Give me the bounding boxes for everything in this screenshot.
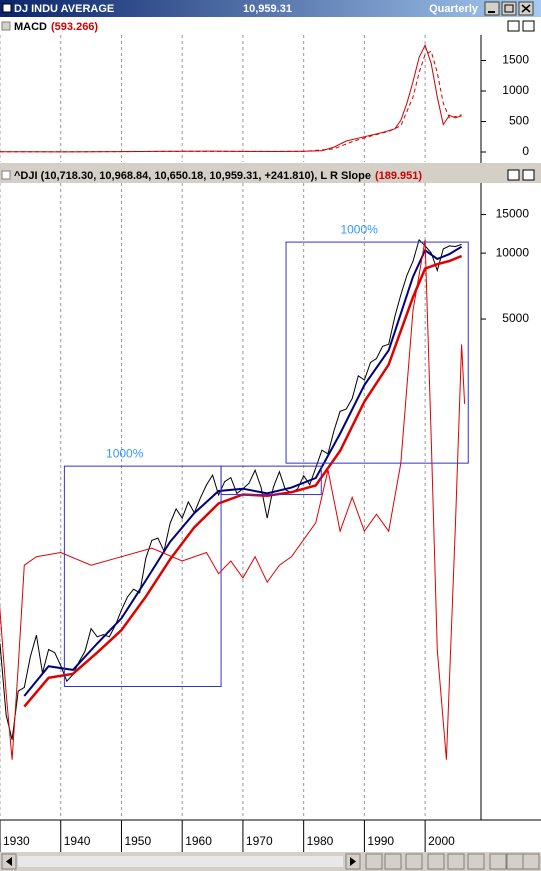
x-tick-label: 1990 (367, 834, 394, 848)
arrow-icon (350, 857, 356, 866)
maximize-icon (504, 4, 514, 13)
title-bar (0, 0, 541, 17)
x-tick-label: 1960 (185, 834, 212, 848)
nav-button[interactable] (447, 853, 465, 870)
panel-max-button[interactable] (507, 20, 520, 32)
minimize-button[interactable] (484, 1, 500, 16)
zoom-button[interactable] (405, 853, 423, 870)
panel-close-button[interactable] (522, 169, 535, 181)
x-tick-label: 1980 (307, 834, 334, 848)
series-line (23, 254, 463, 708)
toolbar (365, 853, 540, 870)
series-line (23, 245, 463, 697)
nav-button[interactable] (489, 853, 507, 870)
window-icon (2, 3, 12, 13)
x-tick-label: 1950 (124, 834, 151, 848)
x-tick-label: 2000 (428, 834, 455, 848)
macd-header (0, 18, 541, 35)
annotation-box (220, 465, 322, 496)
annotation-label: 1000% (106, 446, 144, 460)
y-tick-label: 10000 (496, 245, 530, 259)
macd-value: (593.266) (51, 21, 98, 33)
nav-button[interactable] (522, 853, 540, 870)
panel-icon (1, 21, 11, 31)
series-line (0, 50, 462, 153)
x-tick-label: 1930 (3, 834, 30, 848)
y-tick-label: 15000 (496, 207, 530, 221)
panel-separator[interactable] (0, 163, 541, 168)
panel-max-button[interactable] (507, 169, 520, 181)
arrow-icon (6, 857, 12, 866)
plot-area: 1000% 1000% (0, 183, 469, 820)
y-tick-label: 5000 (502, 311, 529, 325)
nav-button[interactable] (427, 853, 445, 870)
y-tick-label: 0 (522, 144, 529, 158)
panel-icon (1, 170, 11, 180)
y-tick-label: 500 (509, 114, 529, 128)
zoom-button[interactable] (384, 853, 402, 870)
period: Quarterly (429, 3, 479, 15)
lr-slope-value: (189.951) (375, 170, 422, 182)
nav-button[interactable] (506, 853, 524, 870)
series-line (0, 239, 466, 760)
scroll-track[interactable] (18, 856, 343, 867)
maximize-button[interactable] (501, 1, 517, 16)
last-price: 10,959.31 (243, 3, 292, 15)
close-icon (521, 4, 531, 13)
x-tick-label: 1940 (64, 834, 91, 848)
zoom-button[interactable] (365, 853, 383, 870)
plot-area (0, 35, 462, 162)
panel-close-button[interactable] (522, 20, 535, 32)
window-buttons[interactable] (484, 1, 534, 16)
nav-button[interactable] (467, 853, 485, 870)
price-title: ^DJI (10,718.30, 10,968.84, 10,650.18, 1… (14, 170, 371, 182)
window-title: DJ INDU AVERAGE (14, 3, 114, 15)
y-tick-label: 1000 (502, 83, 529, 97)
annotation-label: 1000% (340, 222, 378, 236)
macd-title: MACD (14, 21, 47, 33)
price-header (0, 168, 541, 183)
x-tick-label: 1970 (246, 834, 273, 848)
y-tick-label: 1500 (502, 53, 529, 67)
annotation-box (63, 465, 222, 687)
annotation-box (285, 241, 469, 464)
series-line (0, 43, 462, 153)
